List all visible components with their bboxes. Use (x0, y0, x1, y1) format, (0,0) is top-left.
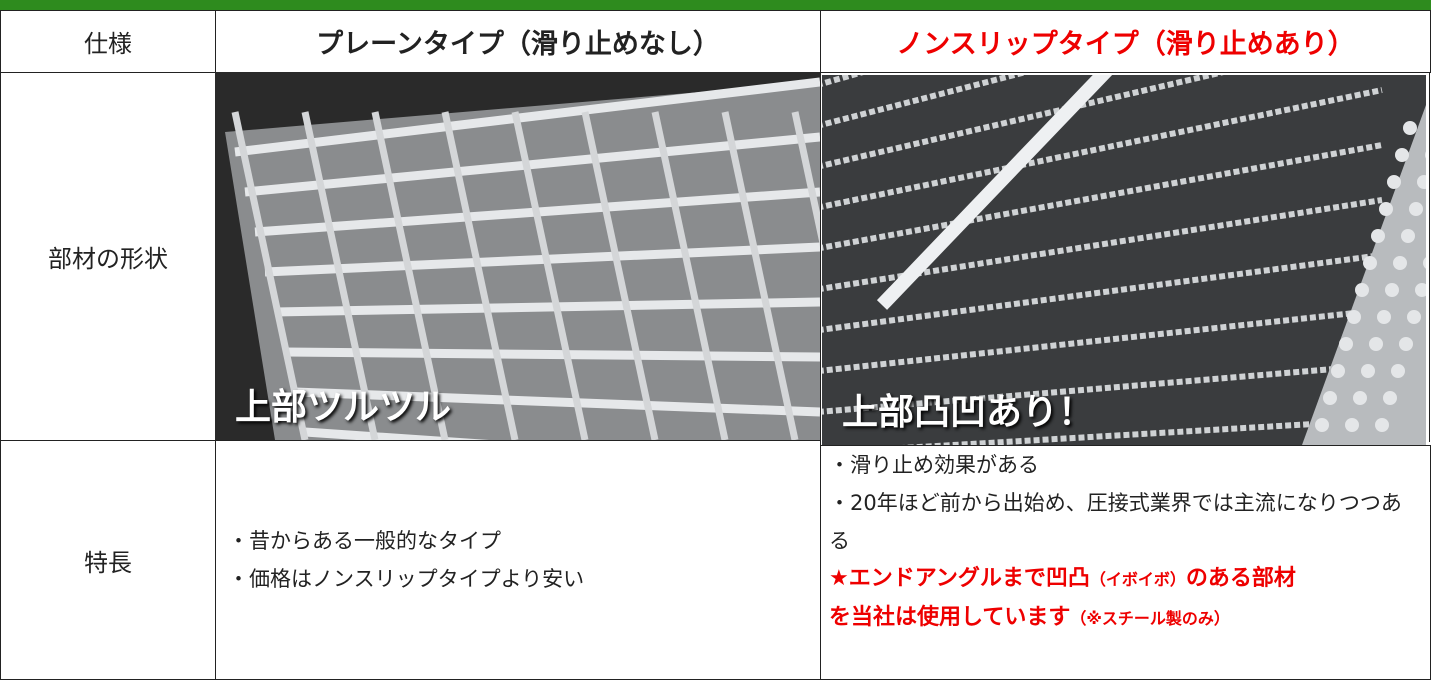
grating-line (231, 111, 309, 440)
grating-line (822, 362, 1383, 415)
grating-line (234, 77, 820, 157)
grating-line (1417, 175, 1426, 189)
grating-line (822, 252, 1383, 333)
grating-line (721, 111, 799, 440)
grating-line (581, 111, 659, 440)
grating-line (1399, 337, 1413, 351)
header-cell: ノンスリップタイプ（滑り止めあり） (820, 10, 1431, 73)
grating-line (1302, 105, 1426, 445)
feature-text: ・滑り止め効果がある (829, 453, 1039, 477)
header-cell: 仕様 (0, 10, 216, 73)
grating-drawing (225, 77, 820, 440)
grating-line (304, 427, 490, 440)
grating-line (1347, 310, 1361, 324)
note-text: ★エンドアングルまで凹凸 (829, 566, 1090, 591)
nonslip-grating-image: 上部凸凹あり！ (822, 75, 1426, 445)
grating-line (1345, 418, 1359, 432)
cell-border (820, 72, 821, 442)
image-caption: 上部凸凹あり！ (842, 392, 1095, 433)
grating-line (1369, 337, 1383, 351)
grating-line (1375, 418, 1389, 432)
grating-line (1363, 256, 1377, 270)
grating-line (1403, 121, 1417, 135)
feature-text: ・昔からある一般的なタイプ (228, 529, 501, 553)
grating-line (822, 307, 1383, 374)
plain-features: ・昔からある一般的なタイプ・価格はノンスリップタイプより安い (215, 440, 821, 680)
grating-line (1371, 229, 1385, 243)
cell-border (1429, 72, 1430, 442)
grating-line (822, 87, 1383, 210)
grating-line (822, 75, 1027, 128)
grating-line (1407, 310, 1421, 324)
row-label-text: 部材の形状 (48, 245, 168, 273)
note-text: を当社は使用しています (829, 605, 1071, 630)
grating-drawing (822, 75, 1426, 445)
grating-line (441, 111, 519, 440)
grating-line (901, 417, 1383, 445)
row-label: 特長 (0, 440, 216, 680)
grating-line (1425, 151, 1426, 159)
row-label: 部材の形状 (0, 72, 216, 441)
grating-line (511, 111, 589, 440)
grating-line (1331, 364, 1345, 378)
grating-line (1385, 283, 1399, 297)
grating-line (1393, 256, 1407, 270)
note-text: （※スチール製のみ） (1070, 609, 1230, 628)
grating-line (1361, 364, 1375, 378)
grating-line (294, 387, 820, 417)
feature-text: ・価格はノンスリップタイプより安い (228, 567, 585, 591)
note-text: （イボイボ） (1089, 570, 1186, 589)
grating-line (1339, 337, 1353, 351)
nonslip-features: ・滑り止め効果がある ・20年ほど前から出始め、圧接式業界では主流になりつつある… (820, 445, 1431, 680)
grating-line (371, 111, 449, 440)
grating-line (1379, 202, 1393, 216)
header-text: 仕様 (84, 30, 132, 58)
grating-line (1383, 391, 1397, 405)
grating-line (822, 197, 1383, 292)
grating-line (1401, 229, 1415, 243)
row-label-text: 特長 (84, 548, 132, 577)
grating-line (651, 111, 729, 440)
grating-line (1423, 257, 1426, 269)
grating-line (264, 242, 820, 277)
grating-line (1315, 418, 1329, 432)
image-caption: 上部ツルツル (235, 387, 452, 428)
grating-line (791, 111, 820, 246)
feature-text: ・20年ほど前から出始め、圧接式業界では主流になりつつある (829, 491, 1402, 553)
grating-line (1387, 175, 1401, 189)
grating-line (1353, 391, 1367, 405)
grating-line (1395, 148, 1409, 162)
grating-line (301, 111, 379, 440)
grating-line (1323, 391, 1337, 405)
header-text: プレーンタイプ（滑り止めなし） (316, 29, 720, 60)
top-bar (0, 0, 1431, 11)
grating-line (284, 347, 820, 362)
grating-line (1377, 310, 1391, 324)
grating-line (1409, 202, 1423, 216)
note-text: のある部材 (1185, 566, 1296, 591)
grating-line (876, 75, 1113, 310)
grating-line (1391, 364, 1405, 378)
header-text: ノンスリップタイプ（滑り止めあり） (896, 29, 1355, 60)
grating-line (1355, 283, 1369, 297)
grating-line (244, 132, 820, 197)
grating-line (274, 297, 820, 317)
grating-line (822, 142, 1383, 251)
header-cell: プレーンタイプ（滑り止めなし） (215, 10, 821, 73)
grating-line (1415, 283, 1426, 297)
plain-grating-image: 上部ツルツル (215, 72, 820, 440)
